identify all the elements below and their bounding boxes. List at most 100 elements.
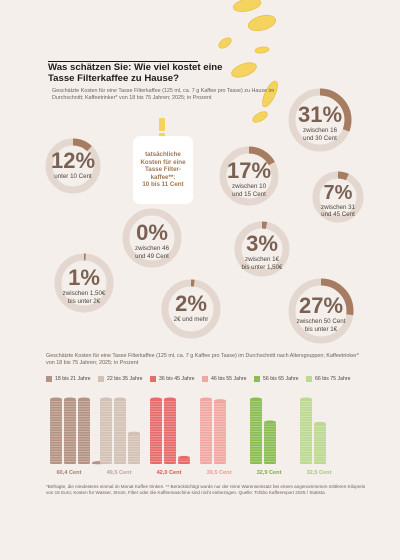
coin-top [314,421,326,426]
ring-label: zwischen 10 [231,183,267,191]
coin-top [214,399,226,403]
coin-top [250,397,262,401]
ring-label: zwischen 1,50€ [62,290,106,298]
coin-stack [214,400,226,464]
coin-top [264,420,276,424]
page-title: Was schätzen Sie: Wie viel kostet eine T… [48,62,223,84]
legend-label: 36 bis 45 Jahre [159,376,195,382]
ring-percent: 1% [68,265,100,291]
callout-line: Kosten für eine [140,158,186,166]
page-subtitle: Geschätzte Kosten für eine Tasse Filterk… [52,88,275,102]
bar-group [250,397,276,464]
ring-arc [288,278,354,344]
ring-label: und 45 Cent [321,211,355,219]
bar-group [150,397,190,464]
ring-percent: 12% [50,148,96,174]
coin-top [100,397,112,401]
coin-icon [232,0,262,12]
ring-arc [161,279,221,339]
bar-value-label: 39,5 Cent [206,470,232,476]
ring-percent: 7% [323,181,353,204]
legend-swatch [46,376,52,382]
ring-arc [288,88,352,152]
coin-top [64,397,76,401]
ring-label: zwischen 1€ [244,256,280,264]
ring-label: und 49 Cent [135,253,169,261]
legend-item: 22 bis 35 Jahre [98,375,142,383]
ring-label: und 30 Cent [303,135,337,143]
ring-percent: 27% [298,293,344,319]
ring-label: bis unter 1,50€ [241,264,283,272]
legend-item: 18 bis 21 Jahre [46,375,90,383]
legend-label: 46 bis 55 Jahre [211,376,247,382]
coin-top [78,397,90,401]
ring-label: bis unter 1€ [304,326,338,334]
callout-line: 10 bis 11 Cent [142,181,184,189]
bar-value-label: 32,5 Cent [306,470,332,476]
ring-label: zwischen 31 [320,203,356,211]
callout-line: tatsächliche [145,151,181,159]
footnote: *Befragte, die mindestens einmal im Mona… [46,484,366,496]
coin-top [164,397,176,401]
ring-percent: 31% [297,102,343,128]
legend-label: 18 bis 21 Jahre [55,376,91,382]
coin-top [150,397,162,401]
legend-swatch [98,376,104,382]
ring-arc [54,253,114,313]
bar-group [200,397,226,464]
ring-label: unter 10 Cent [54,173,92,181]
coin-top [178,455,190,460]
coin-icon [262,80,278,108]
age-chart-caption: Geschätzte Kosten für eine Tasse Filterk… [46,353,359,367]
bar-group [50,397,104,465]
coin-top [128,431,140,435]
ring-percent: 2% [175,291,207,317]
bar-value-label: 49,5 Cent [106,470,132,476]
coin-stack [128,433,140,464]
ring-percent: 17% [226,158,272,184]
ring-label: 2€ und mehr [173,316,209,324]
age-legend: 18 bis 21 Jahre 22 bis 35 Jahre 36 bis 45 … [46,375,366,383]
callout-line: kaffee**: [150,173,176,181]
actual-cost-callout: tatsächliche Kosten für eine Tasse Filte… [133,136,193,204]
coin-icon [247,14,277,32]
ring-arc [219,146,279,206]
ring-arc [45,138,101,194]
ring-label: zwischen 16 [302,127,338,135]
ring-percent: 3% [246,231,278,257]
callout-line: Tasse Filter- [144,166,181,174]
coin-icon [254,46,270,54]
ring-percent: 0% [136,220,168,246]
coin-icon [218,37,232,49]
bar-value-label: 42,0 Cent [156,470,182,476]
legend-swatch [150,376,156,382]
legend-item: 56 bis 65 Jahre [254,375,298,383]
title-rule [48,61,198,63]
coin-icon [252,111,268,123]
legend-item: 66 bis 75 Jahre [306,375,350,383]
bar-group [300,397,326,464]
ring-label: zwischen 46 [134,245,170,253]
coin-icon [231,62,257,78]
legend-label: 56 bis 65 Jahre [263,376,299,382]
ring-arc [312,171,364,223]
legend-swatch [306,376,312,382]
ring-label: bis unter 2€ [67,298,101,306]
ring-label: und 15 Cent [232,191,266,199]
legend-swatch [254,376,260,382]
ring-arc [234,221,290,277]
bar-value-label: 60,4 Cent [56,470,82,476]
coin-top [50,397,62,401]
legend-item: 36 bis 45 Jahre [150,375,194,383]
legend-label: 22 bis 35 Jahre [107,376,143,382]
coin-stack [264,422,276,464]
legend-item: 46 bis 55 Jahre [202,375,246,383]
bar-value-label: 32,9 Cent [256,470,282,476]
coin-top [200,397,212,401]
ring-track [122,208,182,268]
legend-swatch [202,376,208,382]
bar-group [100,397,140,464]
